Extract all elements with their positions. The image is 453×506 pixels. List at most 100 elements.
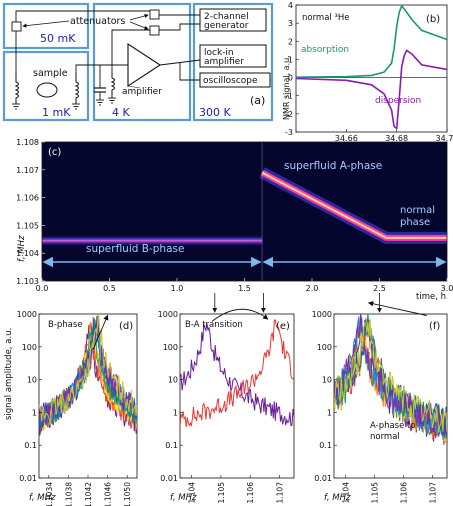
label-50mk: 50 mK <box>40 32 76 45</box>
y-tick-label: 1.106 <box>16 194 39 203</box>
y-tick-label: -1 <box>285 92 293 101</box>
lockin-label-1: lock-in <box>204 48 234 58</box>
x-tick-label: 1.107 <box>275 482 284 504</box>
x-tick-label: 1.5 <box>238 284 251 293</box>
chart-title-line-2: normal <box>370 432 400 442</box>
y-tick-label: 1.108 <box>16 138 39 147</box>
annotation-a-phase: superfluid A-phase <box>284 160 382 172</box>
x-tick-label: 0.0 <box>36 284 49 293</box>
spectrum-line <box>180 323 294 427</box>
y-tick-label: 0.01 <box>314 474 332 483</box>
generator-label-2: generator <box>204 21 249 31</box>
x-tick-label: 1.106 <box>246 482 255 504</box>
chart-title: B-A transition <box>185 320 243 330</box>
spectrum-line <box>334 318 447 436</box>
y-tick-label: 0.01 <box>160 474 178 483</box>
y-tick-label: 100 <box>22 343 37 352</box>
y-tick-label: 1 <box>173 408 178 417</box>
label-300k: 300 K <box>199 106 231 119</box>
y-tick-label: 1.105 <box>16 221 39 230</box>
lockin-box <box>199 44 267 68</box>
spectrum-line <box>334 318 447 433</box>
x-tick-label: 2.5 <box>373 284 386 293</box>
coil-left <box>14 72 19 104</box>
y-axis-label: signal amplitude, a.u. <box>4 328 14 420</box>
panel-f-spectra: 0.01 0.1 1 10 100 1000 1.104 1.105 1.106 1.107 (f)… <box>312 301 448 504</box>
annotation-phase: phase <box>400 217 430 228</box>
panel-d-spectra: 0.01 0.1 1 10 100 1000 1.1034 1.1038 1.1042 1.104… <box>4 310 138 506</box>
oscilloscope-label: oscilloscope <box>203 76 258 86</box>
coil-right <box>74 72 79 104</box>
panel-e-spectra: 0.01 0.1 1 10 100 1000 1.104 1.105 1.106 1.107 (e)… <box>158 308 295 504</box>
spectra-group <box>39 314 137 436</box>
x-tick-label: 0.5 <box>103 284 116 293</box>
x-tick-label: 1.1034 <box>45 482 54 506</box>
y-tick-label: 1000 <box>158 310 178 319</box>
legend-dispersion: dispersion <box>375 96 421 106</box>
attenuator-3 <box>149 25 160 36</box>
legend-absorption: absorption <box>301 45 349 55</box>
chart-title-line-1: A-phase to <box>370 421 416 431</box>
y-tick-label: 100 <box>163 343 178 352</box>
label-4k: 4 K <box>112 106 130 119</box>
y-tick-label: 1 <box>288 55 293 64</box>
y-tick-label: 1.104 <box>16 249 39 258</box>
x-tick-label: 1.104 <box>188 482 197 504</box>
box-50mk <box>2 2 90 50</box>
annotation-normal: normal <box>400 205 435 216</box>
y-tick-label: -3 <box>285 128 293 137</box>
panel-a-label: (a) <box>250 94 265 107</box>
label-attenuators: attenuators <box>70 16 125 27</box>
shift-arrow <box>92 314 109 351</box>
x-axis-label: f, MHz <box>324 493 351 503</box>
y-axis-label: f, MHz <box>17 235 27 262</box>
y-tick-label: 10 <box>27 376 37 385</box>
label-1mk: 1 mK <box>42 106 71 119</box>
y-tick-label: 1 <box>327 408 332 417</box>
annotation-b-phase: superfluid B-phase <box>86 243 184 255</box>
x-tick-label: 1.106 <box>400 482 409 504</box>
panel-label: (d) <box>119 321 133 332</box>
generator-box <box>199 8 267 32</box>
x-tick-label: 1.1038 <box>64 482 73 506</box>
y-tick-label: 0.1 <box>165 441 178 450</box>
box-1mk <box>2 50 90 122</box>
y-tick-label: 0.1 <box>24 441 37 450</box>
heatmap-background <box>42 142 447 281</box>
spectrum-line <box>39 314 137 424</box>
amplifier-symbol <box>127 42 162 88</box>
y-tick-label: 2 <box>288 37 293 46</box>
panel-c-heatmap: 1.103 1.104 1.105 1.106 1.107 1.108 0.0 0.5 1.0 1… <box>16 138 453 313</box>
box-4k <box>92 2 192 122</box>
y-axis-label: NMR signal, a.u. <box>282 55 291 120</box>
x-axis-label: f, MHz <box>29 493 56 503</box>
spectrum-line <box>39 316 137 430</box>
spectrum-line <box>180 319 294 428</box>
attenuator-1 <box>11 21 22 32</box>
y-tick-label: 1.107 <box>16 166 39 175</box>
y-tick-label: 0 <box>288 74 293 83</box>
spectrum-line <box>334 321 447 437</box>
x-tick-label: 1.105 <box>371 482 380 504</box>
y-tick-label: 100 <box>317 343 332 352</box>
x-tick-label: 1.105 <box>217 482 226 504</box>
y-tick-label: 1000 <box>17 310 37 319</box>
y-tick-label: 3 <box>288 19 293 28</box>
lockin-label-2: amplifier <box>204 57 244 67</box>
transition-arrow <box>211 308 269 322</box>
y-tick-label: 0.01 <box>19 474 37 483</box>
x-tick-label: 34.68 <box>385 134 408 143</box>
x-tick-label: 34.66 <box>335 134 358 143</box>
y-tick-label: 10 <box>168 376 178 385</box>
panel-label: (e) <box>276 321 290 332</box>
y-tick-label: 1.103 <box>16 277 39 286</box>
panel-label: (f) <box>429 321 440 332</box>
y-tick-label: -2 <box>285 110 293 119</box>
sample-ellipse <box>36 82 58 98</box>
panel-a-schematic: 50 mK 1 mK 4 K 300 K attenuators 2-chann… <box>2 2 274 122</box>
spectra-group <box>334 314 447 445</box>
x-tick-label: 1.104 <box>342 482 351 504</box>
panel-label: (c) <box>48 147 61 158</box>
x-tick-label: 1.0 <box>171 284 184 293</box>
